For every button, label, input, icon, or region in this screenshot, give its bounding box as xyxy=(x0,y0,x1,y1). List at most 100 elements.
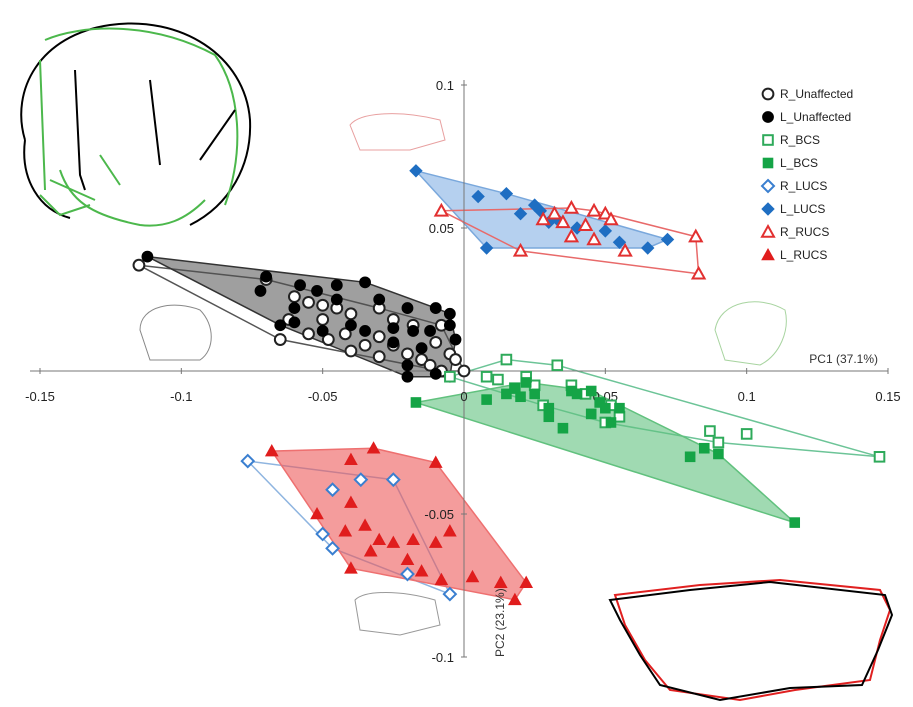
point-l-rucs xyxy=(338,524,353,537)
point-r-unaffected xyxy=(302,327,315,341)
point-r-rucs xyxy=(563,228,580,243)
point-l-rucs xyxy=(372,532,387,546)
point-l-rucs xyxy=(344,561,358,574)
point-r-unaffected xyxy=(288,290,301,304)
point-r-rucs xyxy=(512,242,529,257)
legend-marker-l-lucs xyxy=(761,202,775,216)
point-r-unaffected xyxy=(344,344,358,358)
point-l-rucs xyxy=(363,544,378,557)
point-l-rucs xyxy=(344,452,358,465)
point-r-lucs xyxy=(385,472,401,488)
point-r-unaffected xyxy=(358,338,372,352)
point-l-lucs xyxy=(409,164,423,178)
point-l-unaffected xyxy=(443,307,456,320)
point-l-unaffected xyxy=(401,370,414,383)
point-l-rucs xyxy=(508,592,522,606)
legend-label: R_Unaffected xyxy=(780,87,853,101)
point-l-bcs xyxy=(684,451,696,463)
skull-thumb-upper-center xyxy=(349,113,446,151)
point-r-unaffected xyxy=(132,258,146,272)
point-r-rucs xyxy=(688,228,704,243)
point-l-unaffected xyxy=(401,359,414,372)
legend-label: R_LUCS xyxy=(780,179,827,193)
point-l-rucs xyxy=(465,569,480,583)
legend-label: L_LUCS xyxy=(780,202,825,216)
y-tick-label: -0.1 xyxy=(432,650,454,665)
point-l-lucs xyxy=(471,189,485,204)
point-r-lucs xyxy=(400,566,415,582)
point-l-bcs xyxy=(410,397,422,408)
point-r-bcs xyxy=(492,373,504,386)
point-l-unaffected xyxy=(424,325,436,337)
point-l-unaffected xyxy=(359,276,371,289)
point-l-rucs xyxy=(428,455,443,468)
point-l-bcs xyxy=(557,422,569,434)
point-l-unaffected xyxy=(141,250,154,263)
point-r-unaffected xyxy=(449,353,462,366)
x-tick-label: 0 xyxy=(460,389,467,404)
point-r-unaffected xyxy=(457,364,471,378)
point-r-rucs xyxy=(586,202,602,217)
point-r-lucs xyxy=(325,482,340,498)
x-tick-label: 0.15 xyxy=(875,389,900,404)
point-l-unaffected xyxy=(443,319,456,332)
point-l-rucs xyxy=(400,552,415,566)
point-r-unaffected xyxy=(401,347,414,361)
point-l-unaffected xyxy=(449,333,462,346)
point-r-unaffected xyxy=(316,298,330,312)
point-l-bcs xyxy=(605,417,617,428)
point-l-lucs xyxy=(598,224,613,238)
point-l-bcs xyxy=(789,517,801,528)
point-l-rucs xyxy=(434,572,449,586)
legend: R_Unaffected L_Unaffected R_BCS L_BCS R_LUCS… xyxy=(760,87,853,262)
point-r-bcs xyxy=(444,370,456,383)
point-l-rucs xyxy=(428,535,443,548)
point-l-unaffected xyxy=(401,302,414,314)
point-l-rucs xyxy=(443,524,457,537)
point-l-lucs xyxy=(479,241,494,255)
point-r-rucs xyxy=(577,217,594,231)
point-r-lucs xyxy=(240,453,256,469)
point-r-rucs xyxy=(597,205,614,220)
point-l-rucs xyxy=(406,532,420,546)
point-r-lucs xyxy=(353,472,369,488)
point-l-bcs xyxy=(515,391,526,403)
point-l-unaffected xyxy=(274,319,287,332)
legend-marker-l-bcs xyxy=(762,157,774,169)
legend-label: L_RUCS xyxy=(780,248,827,262)
x-tick-label: -0.15 xyxy=(25,389,55,404)
point-l-bcs xyxy=(698,442,710,454)
legend-marker-l-unaffected xyxy=(762,111,774,123)
point-r-unaffected xyxy=(372,330,386,344)
legend-marker-r-rucs xyxy=(760,223,776,238)
point-l-lucs xyxy=(612,235,627,250)
skull-thumb-mid-left xyxy=(139,304,212,361)
point-l-bcs xyxy=(600,402,611,414)
point-r-lucs xyxy=(325,540,340,556)
point-l-unaffected xyxy=(429,367,442,380)
point-l-rucs xyxy=(493,575,508,588)
legend-marker-r-unaffected xyxy=(761,87,775,101)
point-l-bcs xyxy=(543,411,555,423)
skull-thumb-mid-right xyxy=(714,301,787,366)
point-r-lucs xyxy=(442,586,458,602)
legend-marker-r-lucs xyxy=(760,178,776,194)
point-l-unaffected xyxy=(311,285,323,297)
legend-label: R_RUCS xyxy=(780,225,829,239)
point-l-bcs xyxy=(501,388,512,400)
point-r-rucs xyxy=(603,211,619,226)
point-l-rucs xyxy=(386,535,401,548)
point-r-rucs xyxy=(617,242,633,257)
point-r-unaffected xyxy=(344,307,358,321)
point-l-unaffected xyxy=(415,342,428,355)
data-points xyxy=(132,164,886,606)
point-r-rucs xyxy=(535,211,551,226)
legend-label: L_Unaffected xyxy=(780,110,851,124)
point-l-unaffected xyxy=(330,279,343,292)
point-r-unaffected xyxy=(372,350,386,364)
point-l-bcs xyxy=(529,388,540,400)
point-r-unaffected xyxy=(302,295,315,309)
x-axis-label: PC1 (37.1%) xyxy=(809,352,878,366)
point-r-rucs xyxy=(433,202,450,217)
point-l-rucs xyxy=(519,575,534,588)
